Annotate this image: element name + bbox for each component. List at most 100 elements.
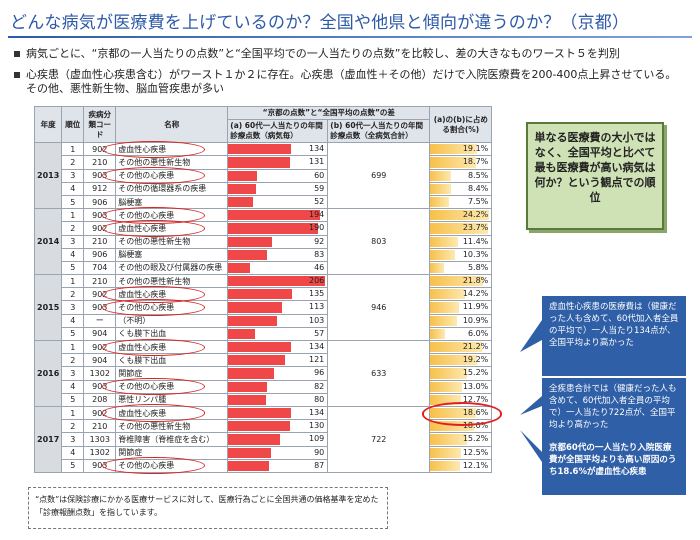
page-title: どんな病気が医療費を上げているのか？全国や他県と傾向が違うのか？（京都） [10,13,630,33]
bullet-square-icon [14,72,20,78]
bar-a-value: 130 [308,421,325,431]
ratio-fill [430,157,476,168]
bar-a-fill [228,368,274,379]
header-b: (b) 60代一人当たりの年間診療点数（全病気合計） [327,119,431,144]
ratio-value: 12.1% [462,460,489,470]
ratio-value: 11.9% [462,302,489,312]
bar-a-value: 190 [308,223,325,233]
cell-ratio: 19.1% [429,142,493,157]
header-a: (a) 60代一人当たりの年間診療点数（病気毎） [227,119,329,144]
cell-year: 2013 [33,142,63,210]
cell-total-b: 722 [327,405,431,473]
ratio-fill [430,236,459,247]
pointer-blue3 [520,430,542,462]
footnote-points: “点数”は保険診療にかかる医療サービスに対して、医療行為ごとに全国共通の価格基準… [28,487,388,529]
ratio-fill [430,262,445,274]
bullet-2-text: 心疾患（虚血性心疾患含む）がワースト１か２に存在。心疾患（虚血性＋その他）だけで… [26,68,677,81]
bar-a-fill [228,223,318,234]
header-code: 疾病分類コード [83,105,117,144]
cell-a-bar: 46 [227,260,329,276]
heart-disease-oval [101,219,206,237]
bar-a-value: 121 [308,355,325,365]
bullet-square-icon [14,51,20,57]
cell-ratio: 12.1% [429,458,493,473]
cell-ratio: 8.4% [429,181,493,196]
cell-year: 2017 [33,405,63,473]
callout-total-722: 全疾患合計では（健康だった人も含めて、60代加入者全員の平均で）一人当たり722… [542,378,686,438]
ratio-fill [430,276,484,287]
bar-a-value: 194 [308,210,325,220]
ratio-value: 8.5% [467,170,489,180]
ratio-value: 11.4% [462,236,489,246]
ratio-fill [430,421,475,432]
bar-a-value: 60 [314,170,325,180]
cell-a-bar: 134 [227,405,329,421]
bar-a-fill [228,394,266,405]
cell-total-b: 946 [327,274,431,341]
bar-a-fill [228,447,271,458]
bar-a-value: 134 [308,407,325,417]
bar-a-fill [228,170,257,181]
bar-a-fill [228,381,267,392]
ratio-value: 10.9% [462,315,489,325]
ratio-value: 10.3% [462,249,489,259]
table-row: 2 904 くも膜下出血 121 19.2% [35,353,493,368]
ratio-fill [430,381,462,392]
bar-a-value: 52 [314,196,325,206]
bullet-1-text: 病気ごとに、“京都の一人当たりの点数”と“全国平均での一人当たりの点数”を比較し… [26,47,620,60]
bar-a-value: 90 [314,447,325,457]
heart-disease-oval [101,404,206,422]
ratio-fill [430,144,477,155]
table-row: 2017 1 902 虚血性心疾患 134 722 18.6% [33,405,493,473]
ratio-value: 5.8% [467,262,489,272]
bar-a-value: 109 [308,434,325,444]
cell-year: 2014 [33,208,63,276]
ratio-fill [430,460,460,471]
bar-a-fill [228,421,290,432]
ratio-fill [430,289,465,300]
cell-total-b: 699 [327,142,431,210]
bar-a-fill [228,434,280,445]
ratio-fill [430,355,478,366]
bar-a-fill [228,460,270,471]
ratio-fill [430,342,482,353]
heart-disease-oval [101,457,206,475]
callout-ischemic-134: 虚血性心疾患の医療費は（健康だった人も含めて、60代加入者全員の平均で）一人当た… [542,296,686,376]
cell-year: 2016 [33,340,63,407]
ratio-value: 13.0% [462,381,489,391]
header-ratio: (a)の(b)に占める割合(%) [429,105,493,144]
ratio-fill [430,434,468,445]
pointer-blue2 [520,396,542,415]
cell-ratio: 7.5% [429,194,493,210]
ratio-value: 7.5% [467,196,489,206]
table-row: 4 906 脳梗塞 83 10.3% [35,247,493,262]
bar-a-value: 87 [314,460,325,470]
ratio-fill [430,196,449,208]
header-name: 名称 [115,105,229,144]
ratio-value: 15.2% [462,434,489,444]
heart-disease-oval [101,378,206,396]
callout-ratio-18-6: 京都60代の一人当たり入院医療費が全国平均よりも高い原因のうち18.6%が虚血性… [542,437,686,495]
ratio-value: 6.0% [467,328,489,338]
bar-a-fill [228,276,326,287]
ratio-value: 14.2% [462,289,489,299]
bar-a-value: 113 [308,302,325,312]
bar-a-value: 96 [314,368,325,378]
bar-a-fill [228,236,272,247]
cell-a-bar: 82 [227,379,329,394]
bar-a-fill [228,328,256,339]
bar-a-value: 46 [314,262,325,272]
bar-a-value: 83 [314,249,325,259]
bar-a-value: 134 [308,144,325,154]
ratio-value: 18.7% [462,157,489,167]
cell-a-bar: 87 [227,458,329,473]
ratio-value: 21.2% [462,342,489,351]
bar-a-value: 103 [308,315,325,325]
bar-a-value: 92 [314,236,325,246]
ratio-fill [430,210,490,221]
pointer-blue1 [520,320,542,352]
bar-a-value: 135 [308,289,325,299]
table-row: 2015 1 210 その他の悪性新生物 206 946 21.8% [33,274,493,341]
ratio-value: 8.4% [467,183,489,193]
